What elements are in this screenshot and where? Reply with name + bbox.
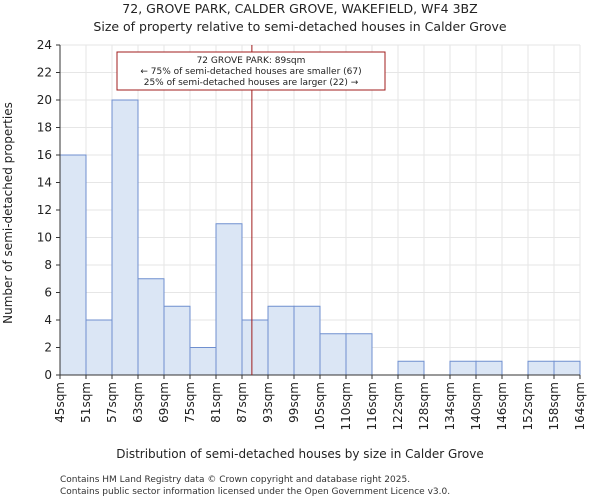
bar xyxy=(189,347,217,376)
bar xyxy=(475,360,503,376)
y-tick-label: 14 xyxy=(37,176,52,190)
y-tick-label: 24 xyxy=(37,38,52,52)
x-tick-label: 146sqm xyxy=(495,382,509,430)
footer-line-2: Contains public sector information licen… xyxy=(60,487,450,497)
y-tick-label: 10 xyxy=(37,231,52,245)
x-tick-label: 105sqm xyxy=(313,382,327,430)
x-tick-label: 63sqm xyxy=(131,382,145,423)
x-tick-label: 69sqm xyxy=(157,382,171,423)
bar xyxy=(111,99,139,376)
annotation-box xyxy=(116,51,386,91)
y-tick-label: 8 xyxy=(44,258,52,272)
y-tick-label: 20 xyxy=(37,93,52,107)
x-tick-label: 122sqm xyxy=(391,382,405,430)
x-axis-label: Distribution of semi-detached houses by … xyxy=(116,447,484,461)
bar xyxy=(397,360,425,376)
bar xyxy=(137,278,165,376)
y-tick-label: 2 xyxy=(44,341,52,355)
footer-line-1: Contains HM Land Registry data © Crown c… xyxy=(60,475,410,485)
x-tick-label: 140sqm xyxy=(469,382,483,430)
x-tick-label: 75sqm xyxy=(183,382,197,423)
y-axis-label: Number of semi-detached properties xyxy=(1,102,15,324)
x-tick-label: 158sqm xyxy=(547,382,561,430)
x-tick-label: 152sqm xyxy=(521,382,535,430)
y-tick-label: 22 xyxy=(37,66,52,80)
x-tick-label: 45sqm xyxy=(53,382,67,423)
y-tick-label: 12 xyxy=(37,203,52,217)
x-tick-label: 57sqm xyxy=(105,382,119,423)
x-tick-label: 99sqm xyxy=(287,382,301,423)
x-tick-label: 134sqm xyxy=(443,382,457,430)
chart-title: 72, GROVE PARK, CALDER GROVE, WAKEFIELD,… xyxy=(122,1,477,16)
bar xyxy=(163,305,191,376)
x-tick-label: 128sqm xyxy=(417,382,431,430)
bar xyxy=(267,305,295,376)
y-tick-label: 6 xyxy=(44,286,52,300)
x-tick-label: 51sqm xyxy=(79,382,93,423)
bar xyxy=(59,154,87,376)
x-ticks: 45sqm 51sqm 57sqm 63sqm 69sqm 75sqm 81sqm 87sqm… xyxy=(53,375,587,430)
bar xyxy=(345,333,373,376)
bar xyxy=(293,305,321,376)
annotation-line-1: 72 GROVE PARK: 89sqm xyxy=(197,56,306,66)
x-tick-label: 87sqm xyxy=(235,382,249,423)
bar xyxy=(85,319,113,376)
bar xyxy=(319,333,347,376)
y-tick-label: 18 xyxy=(37,121,52,135)
x-tick-label: 116sqm xyxy=(365,382,379,430)
x-tick-label: 81sqm xyxy=(209,382,223,423)
bar xyxy=(215,223,243,376)
bar xyxy=(241,319,269,376)
y-tick-label: 0 xyxy=(44,368,52,382)
x-tick-label: 93sqm xyxy=(261,382,275,423)
y-tick-label: 4 xyxy=(44,313,52,327)
bars xyxy=(59,99,581,376)
bar xyxy=(527,360,555,376)
chart-subtitle: Size of property relative to semi-detach… xyxy=(93,19,506,34)
x-tick-label: 164sqm xyxy=(573,382,587,430)
bar xyxy=(553,360,581,376)
y-tick-label: 16 xyxy=(37,148,52,162)
bar xyxy=(449,360,477,376)
annotation-line-3: 25% of semi-detached houses are larger (… xyxy=(144,78,359,88)
x-tick-label: 110sqm xyxy=(339,382,353,430)
annotation-line-2: ← 75% of semi-detached houses are smalle… xyxy=(140,67,361,77)
